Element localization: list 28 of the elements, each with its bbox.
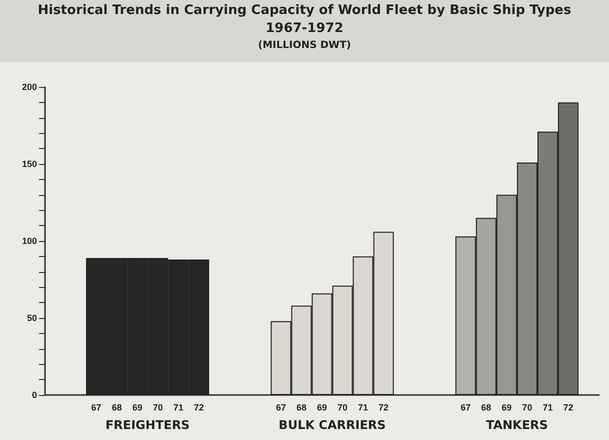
- x-tick-label: 72: [194, 402, 204, 412]
- x-tick-label: 72: [378, 402, 389, 412]
- chart-subtitle: (MILLIONS DWT): [257, 40, 352, 51]
- x-tick-label: 67: [460, 402, 471, 412]
- x-tick-label: 67: [91, 402, 102, 412]
- x-tick-label: 71: [173, 402, 184, 412]
- x-tick-label: 67: [276, 402, 286, 412]
- chart-title: Historical Trends in Carrying Capacity of World Fleet by Basic Ship Types 1967-1972: [36, 2, 572, 38]
- y-tick-label: 200: [22, 82, 37, 92]
- x-tick-label: 70: [152, 402, 163, 412]
- text: BULK CARRIERS: [278, 418, 386, 432]
- x-tick-label: 69: [316, 402, 328, 412]
- y-tick-label: 100: [22, 236, 37, 246]
- x-tick-label: 68: [481, 402, 492, 412]
- x-tick-label: 72: [563, 402, 574, 412]
- text: TANKERS: [486, 418, 548, 432]
- y-tick-label: 50: [26, 313, 37, 323]
- x-tick-label: 70: [522, 402, 532, 412]
- x-tick-label: 71: [542, 402, 553, 412]
- y-tick-label: 0: [32, 390, 37, 400]
- x-tick-label: 71: [358, 402, 368, 412]
- x-tick-label: 68: [296, 402, 306, 412]
- text: FREIGHTERS: [105, 418, 190, 432]
- y-tick-label: 150: [22, 159, 37, 169]
- x-tick-label: 68: [112, 402, 122, 412]
- x-tick-label: 69: [502, 402, 512, 412]
- x-tick-label: 70: [338, 402, 348, 412]
- x-tick-label: 69: [132, 402, 142, 412]
